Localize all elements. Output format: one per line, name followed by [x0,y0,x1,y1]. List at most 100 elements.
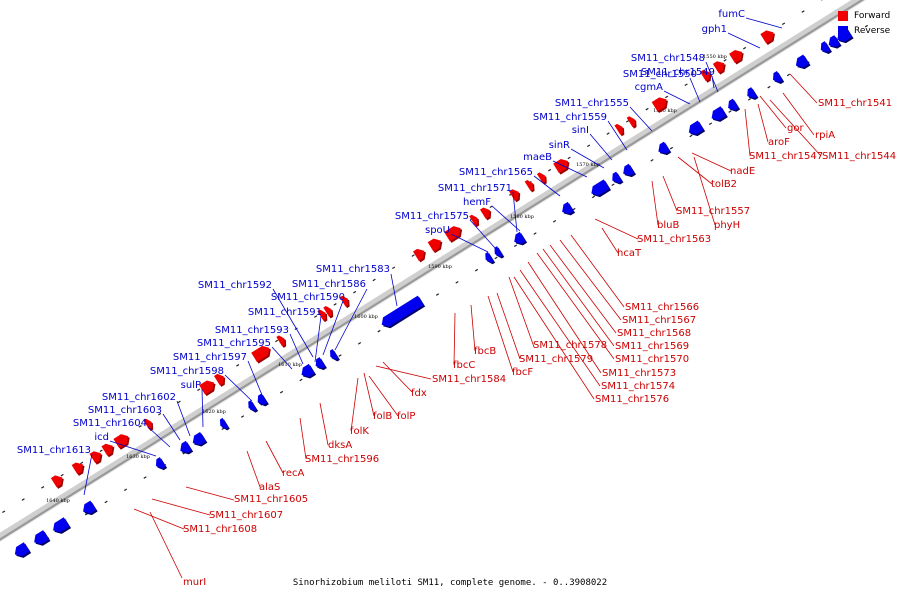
gene-label: SM11_chr1605 [234,494,308,505]
forward-gene [626,116,636,128]
label-leader-line [176,400,191,437]
label-leader-line [109,440,157,457]
forward-gene [509,189,519,201]
gene-label: SM11_chr1566 [625,302,699,313]
label-leader-line [469,219,496,249]
gene-label: aroF [768,137,790,148]
forward-gene [323,306,332,317]
gene-label: cgmA [635,82,664,93]
label-leader-line [789,73,818,104]
forward-gene [50,475,63,488]
scale-tick [669,146,674,150]
reverse-gene [514,231,526,244]
gene-label: SM11_chr1584 [432,374,506,385]
reverse-gene [192,431,206,445]
label-leader-line [527,261,602,374]
forward-gene [700,69,710,82]
label-leader-line [334,288,368,351]
label-leader-line [512,191,518,233]
scale-tick [275,339,279,343]
gene-label: SM11_chr1576 [595,394,669,405]
scale-tick [494,256,498,260]
scale-tick [587,144,591,148]
forward-gene [712,61,725,74]
reverse-gene [828,35,841,48]
gene-label: SM11_chr1591 [248,307,322,318]
gene-label: SM11_chr1575 [395,211,469,222]
scale-tick [314,315,318,318]
label-leader-line [559,239,622,321]
gene-label: maeB [523,152,552,163]
label-leader-line [542,248,615,347]
gene-label: fbcF [512,367,533,378]
scale-tick [684,83,688,87]
reverse-gene [494,246,503,258]
label-leader-line [382,361,413,393]
label-leader-line [246,450,261,488]
scale-tick [123,488,128,492]
reverse-gene [820,41,831,53]
reverse-gene [381,295,424,327]
gene-label: SM11_chr1595 [197,338,271,349]
reverse-gene [795,54,810,68]
reverse-gene [330,349,339,360]
label-leader-line [151,498,211,516]
scale-tick-label: 1620 kbp [202,409,226,415]
reverse-gene [623,163,635,176]
label-leader-line [224,374,253,402]
scale-tick [338,354,342,357]
gene-label: phyH [714,220,740,231]
scale-tick [21,498,25,501]
label-leader-line [299,417,307,460]
gene-label: fumC [718,9,745,20]
gene-label: rpiA [815,130,835,141]
scale-tick [625,120,630,123]
scale-tick-label: 1570 kbp [576,162,600,168]
reverse-gene [612,171,622,184]
gene-label: fbcC [453,360,475,371]
label-leader-line [147,426,171,448]
scale-tick [392,266,396,270]
label-leader-line [693,156,716,226]
forward-gene [444,226,461,242]
label-leader-line [689,77,701,103]
label-leader-line [662,175,678,212]
label-leader-line [663,90,691,105]
forward-gene [276,335,285,347]
scale-tick [723,59,727,62]
forward-gene [101,443,113,456]
label-leader-line [727,32,761,49]
label-leader-line [265,440,284,474]
scale-tick [41,486,45,489]
gene-label: folK [350,426,369,437]
reverse-gene [658,141,670,154]
label-leader-line [513,276,595,400]
scale-tick [747,98,752,101]
label-leader-line [375,365,432,380]
gene-label: SM11_chr1547 [749,151,823,162]
gene-label: SM11_chr1563 [637,234,711,245]
forward-gene [479,207,490,219]
reverse-gene [711,106,727,121]
label-leader-line [757,103,769,143]
reverse-swatch [838,25,848,36]
scale-tick [455,281,459,284]
reverse-gene [155,457,166,469]
gene-label: alaS [259,482,280,493]
label-leader-line [149,511,183,579]
forward-gene [251,345,270,363]
scale-tick [864,24,869,28]
scale-tick [572,207,576,211]
scale-tick [567,156,571,160]
scale-tick [2,510,6,514]
scale-tick-label: 1600 kbp [354,314,378,320]
scale-tick [138,425,142,428]
scale-tick [591,195,596,199]
reverse-gene [248,400,257,412]
gene-label: SM11_chr1555 [555,98,629,109]
label-leader-line [496,292,521,360]
scale-tick [611,183,615,187]
scale-tick [240,415,245,418]
forward-gene [729,49,743,64]
label-leader-line [536,252,615,360]
